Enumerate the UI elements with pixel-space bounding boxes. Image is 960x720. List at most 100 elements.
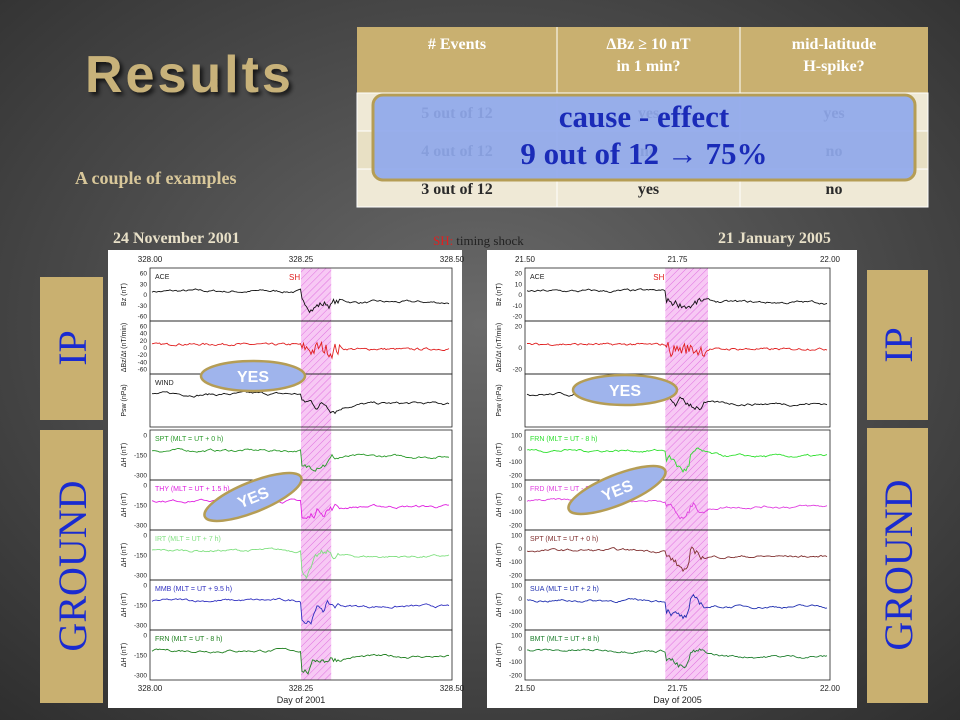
panel-label: ACE: [530, 274, 545, 281]
y-tick-label: 20: [515, 271, 523, 278]
callout-line: cause - effect: [559, 99, 730, 134]
yes-badge: YES: [567, 464, 667, 516]
subtitle: A couple of examples: [75, 168, 237, 188]
trace: [151, 647, 450, 675]
panel-label: FRN (MLT = UT - 8 h): [155, 636, 222, 643]
y-axis-label: ΔH (nT): [121, 493, 128, 518]
y-tick-label: -20: [138, 352, 148, 359]
y-tick-label: -150: [134, 503, 147, 510]
y-tick-label: 60: [140, 271, 148, 278]
panel-label: WIND: [155, 380, 174, 387]
ip-label: IP: [50, 330, 95, 366]
panel-frame: [524, 373, 831, 428]
event-date: 24 November 2001: [113, 230, 240, 247]
y-tick-label: -200: [509, 523, 522, 530]
x-tick-label: 328.50: [440, 684, 465, 693]
y-tick-label: 30: [140, 281, 148, 288]
y-tick-label: 100: [511, 533, 522, 540]
y-tick-label: 0: [143, 292, 147, 299]
x-tick-label: 21.50: [515, 684, 536, 693]
trace: [527, 342, 828, 358]
y-axis-label: Psw (nPa): [496, 384, 503, 416]
trace: [151, 498, 450, 520]
y-tick-label: -200: [509, 473, 522, 480]
note-text: timing shock: [456, 233, 524, 248]
y-axis-label: ΔH (nT): [496, 443, 503, 468]
y-tick-label: -30: [138, 303, 148, 310]
y-tick-label: -200: [509, 623, 522, 630]
y-tick-label: 40: [140, 331, 148, 338]
y-axis-label: ΔH (nT): [496, 493, 503, 518]
plots: 328.00 328.00 328.25 328.25 328.50 328.50 SH Da…: [108, 250, 857, 708]
yes-badge-shape: [199, 359, 307, 393]
y-tick-label: 0: [518, 646, 522, 653]
y-tick-label: -300: [134, 623, 147, 630]
x-axis-label: Day of 2005: [653, 695, 702, 705]
y-tick-label: -10: [513, 303, 523, 310]
y-tick-label: 0: [143, 433, 147, 440]
shock-label: SH: [653, 273, 664, 282]
y-tick-label: 0: [518, 292, 522, 299]
y-tick-label: -20: [513, 314, 523, 321]
table-cell: yes: [638, 181, 659, 198]
table-header-bg: [357, 27, 928, 93]
y-tick-label: 60: [140, 324, 148, 331]
x-axis-label: Day of 2001: [277, 695, 326, 705]
y-tick-label: -150: [134, 453, 147, 460]
y-tick-label: 0: [518, 546, 522, 553]
y-tick-label: -200: [509, 673, 522, 680]
y-axis-label: ΔH (nT): [496, 543, 503, 568]
y-axis-label: ΔH (nT): [496, 643, 503, 668]
panel-label: MMB (MLT = UT + 9.5 h): [155, 586, 232, 593]
panel-frame: [149, 629, 453, 681]
y-tick-label: 0: [518, 345, 522, 352]
panel-label: FRD (MLT = UT - 5 h): [530, 486, 597, 493]
y-tick-label: 0: [518, 446, 522, 453]
y-tick-label: -300: [134, 573, 147, 580]
table-header-cell: # Events: [428, 36, 486, 53]
trace: [151, 288, 450, 314]
callout-box: [371, 93, 917, 182]
event-date: 21 January 2005: [718, 230, 831, 247]
trace: [152, 390, 450, 415]
y-axis-label: Psw (nPa): [121, 384, 128, 416]
y-tick-label: 100: [511, 433, 522, 440]
x-tick-label: 22.00: [820, 255, 841, 264]
table-header-cell: in 1 min?: [616, 58, 680, 75]
badges: YES YES YES YES: [199, 359, 679, 523]
yes-badge: YES: [571, 373, 679, 407]
y-tick-label: -60: [138, 314, 148, 321]
trace: [151, 447, 450, 472]
note: SH: timing shock: [433, 233, 524, 248]
panel-label: FRN (MLT = UT - 8 h): [530, 436, 597, 443]
table-cell: 3 out of 12: [421, 181, 493, 198]
y-tick-label: 100: [511, 483, 522, 490]
ground-box: [40, 430, 103, 703]
note-label: SH:: [433, 233, 453, 248]
y-tick-label: -150: [134, 653, 147, 660]
x-tick-label: 21.75: [667, 255, 688, 264]
y-tick-label: 20: [515, 324, 523, 331]
trace: [151, 340, 450, 360]
y-tick-label: -20: [513, 367, 523, 374]
shock-band: [665, 268, 708, 680]
panel-label: ACE: [155, 274, 170, 281]
trace: [151, 597, 450, 625]
y-axis-label: ΔH (nT): [121, 543, 128, 568]
yes-badge: YES: [199, 359, 307, 393]
y-tick-label: -40: [138, 359, 148, 366]
table-cell: no: [826, 181, 843, 198]
trace: [526, 546, 828, 573]
table-header-cell: mid-latitude: [792, 36, 876, 53]
yes-badge-shape: [203, 471, 303, 523]
ip-label: IP: [876, 327, 921, 363]
ground-box: [867, 428, 928, 703]
y-tick-label: 0: [518, 596, 522, 603]
trace: [526, 447, 828, 473]
x-tick-label: 328.00: [138, 255, 163, 264]
side-labels: IP GROUND IP GROUND: [40, 270, 928, 703]
callout: cause - effect 9 out of 12 → 75%: [371, 93, 917, 182]
y-tick-label: -100: [509, 609, 522, 616]
panel-frame: [524, 629, 831, 681]
y-tick-label: 0: [143, 533, 147, 540]
